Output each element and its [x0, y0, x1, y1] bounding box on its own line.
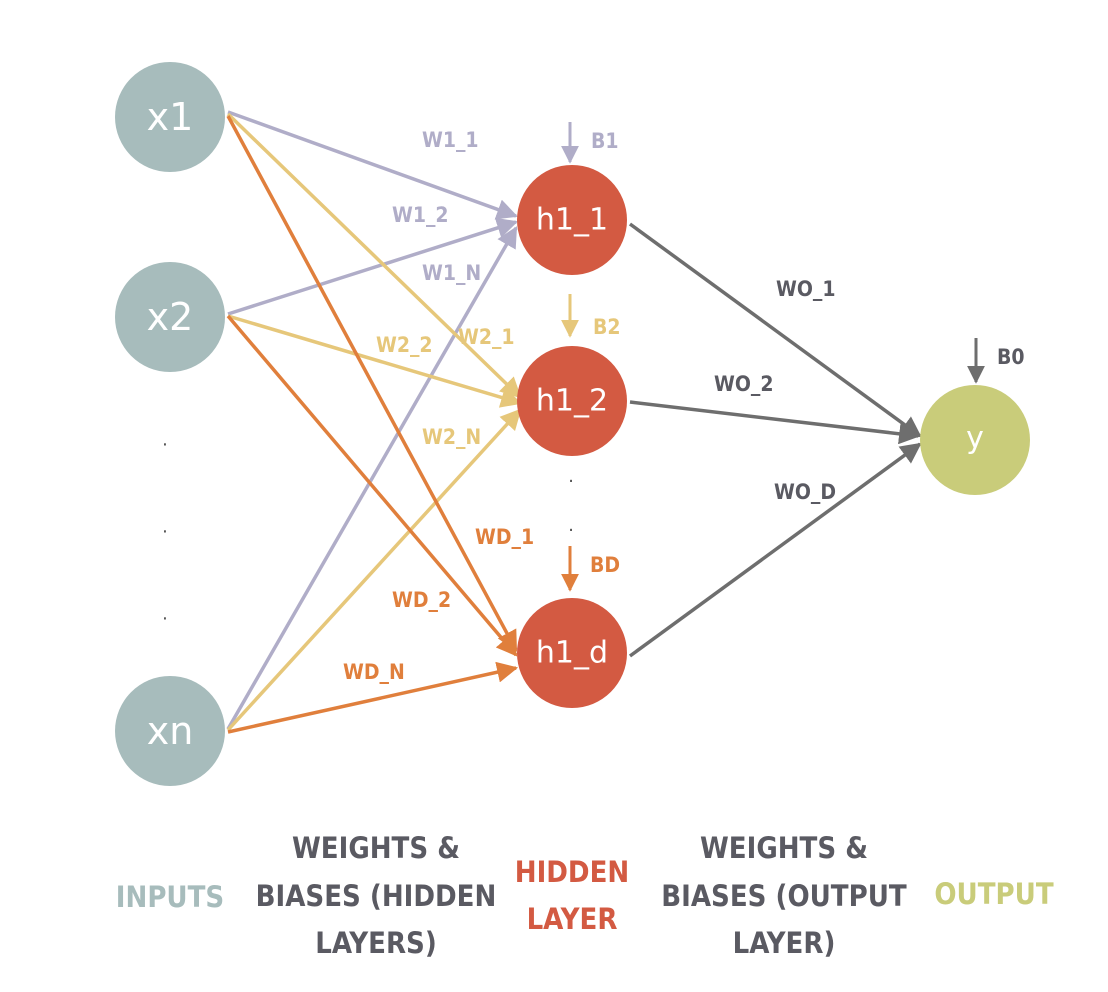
hidden-node-h1_2-label: h1_2 [536, 384, 608, 419]
edge-xn-h1_1 [226, 226, 518, 730]
edge-label-w2_1: W2_1 [458, 325, 515, 349]
output-node-y: y [920, 385, 1030, 495]
legend-output: OUTPUT [934, 877, 1053, 911]
output-node-y-label: y [966, 421, 984, 456]
input-node-x1-label: x1 [147, 95, 194, 139]
edge-label-w2_n: W2_N [422, 425, 481, 449]
edge-label-w2_2: W2_2 [376, 333, 433, 357]
hidden-ellipsis-dot: . [568, 514, 574, 536]
edge-h1_d-y [628, 442, 922, 658]
edge-x2-h1_1 [227, 217, 519, 316]
legend-weights-output-line: LAYER) [733, 926, 836, 960]
edge-x2-h1_d [226, 314, 518, 657]
edge-label-wd_2: WD_2 [392, 588, 451, 612]
legend-weights-hidden-line: BIASES (HIDDEN [256, 879, 497, 913]
legend-weights-output: WEIGHTS & BIASES (OUTPUT LAYER) [661, 831, 907, 960]
edge-label-wd_n: WD_N [343, 660, 405, 684]
edge-label-w1_2: W1_2 [392, 203, 449, 227]
input-ellipsis-dot: · [162, 433, 169, 455]
bias-label-b0: B0 [997, 345, 1025, 369]
legend-weights-hidden: WEIGHTS & BIASES (HIDDEN LAYERS) [256, 831, 497, 960]
input-ellipsis-dot: · [162, 607, 169, 629]
edge-x2-h1_2 [227, 314, 523, 408]
edge-label-w1_1: W1_1 [422, 128, 479, 152]
bias-label-bd: BD [590, 553, 620, 577]
edge-label-wo_1: WO_1 [776, 277, 836, 301]
edge-xn-h1_2 [226, 408, 522, 732]
legend-hidden-layer-line: HIDDEN [515, 855, 630, 889]
bias-label-b1: B1 [591, 129, 619, 153]
hidden-ellipsis-dot: . [568, 465, 574, 487]
edge-x1-h1_2 [226, 112, 522, 399]
input-node-x2: x2 [115, 262, 225, 372]
legend-weights-hidden-line: LAYERS) [315, 926, 437, 960]
input-node-xn-label: xn [147, 709, 194, 753]
edge-xn-h1_d [227, 661, 519, 734]
input-node-x1: x1 [115, 62, 225, 172]
legend-hidden-layer-line: LAYER [527, 902, 618, 936]
legend-weights-output-line: WEIGHTS & [700, 831, 868, 865]
edge-label-wo_d: WO_D [774, 480, 836, 504]
edge-h1_2-y [629, 400, 921, 445]
hidden-node-h1_1: h1_1 [517, 165, 627, 275]
edge-x1-h1_1 [227, 110, 518, 220]
hidden-node-h1_d-label: h1_d [536, 636, 608, 671]
edge-label-wo_2: WO_2 [714, 372, 774, 396]
input-node-xn: xn [115, 676, 225, 786]
input-node-x2-label: x2 [147, 295, 194, 339]
hidden-node-h1_1-label: h1_1 [536, 203, 608, 238]
hidden-node-h1_d: h1_d [517, 598, 627, 708]
input-ellipsis-dot: · [162, 520, 169, 542]
hidden-node-h1_2: h1_2 [517, 346, 627, 456]
edge-h1_1-y [628, 222, 922, 438]
legend-inputs: INPUTS [116, 880, 224, 914]
edge-label-wd_1: WD_1 [475, 525, 534, 549]
edge-x1-h1_d [226, 115, 518, 652]
legend-weights-hidden-line: WEIGHTS & [292, 831, 460, 865]
legend-weights-output-line: BIASES (OUTPUT [661, 879, 907, 913]
edge-label-w1_n: W1_N [422, 261, 481, 285]
bias-label-b2: B2 [593, 315, 621, 339]
legend-hidden-layer: HIDDEN LAYER [515, 855, 630, 936]
